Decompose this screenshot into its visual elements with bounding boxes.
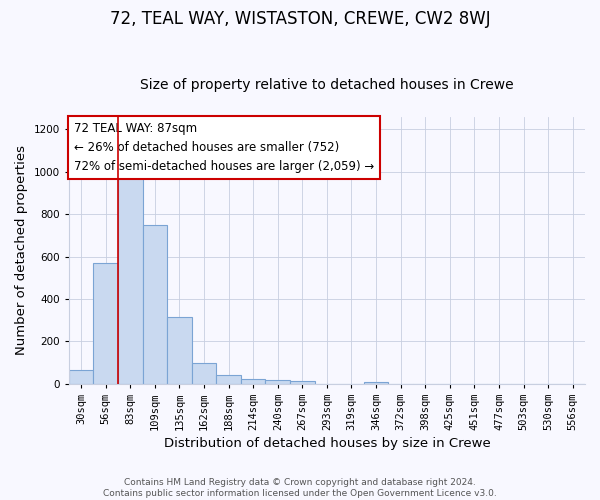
- Bar: [217, 375, 241, 384]
- Bar: [143, 225, 167, 384]
- Bar: [364, 382, 388, 384]
- Title: Size of property relative to detached houses in Crewe: Size of property relative to detached ho…: [140, 78, 514, 92]
- Bar: [94, 263, 118, 384]
- Bar: [167, 317, 192, 384]
- Text: 72, TEAL WAY, WISTASTON, CREWE, CW2 8WJ: 72, TEAL WAY, WISTASTON, CREWE, CW2 8WJ: [110, 10, 490, 28]
- Text: Contains HM Land Registry data © Crown copyright and database right 2024.
Contai: Contains HM Land Registry data © Crown c…: [103, 478, 497, 498]
- Bar: [265, 380, 290, 384]
- Bar: [69, 370, 94, 384]
- Bar: [290, 382, 314, 384]
- Bar: [192, 364, 217, 384]
- Bar: [118, 171, 143, 384]
- Y-axis label: Number of detached properties: Number of detached properties: [15, 145, 28, 355]
- X-axis label: Distribution of detached houses by size in Crewe: Distribution of detached houses by size …: [164, 437, 490, 450]
- Text: 72 TEAL WAY: 87sqm
← 26% of detached houses are smaller (752)
72% of semi-detach: 72 TEAL WAY: 87sqm ← 26% of detached hou…: [74, 122, 374, 173]
- Bar: [241, 380, 265, 384]
